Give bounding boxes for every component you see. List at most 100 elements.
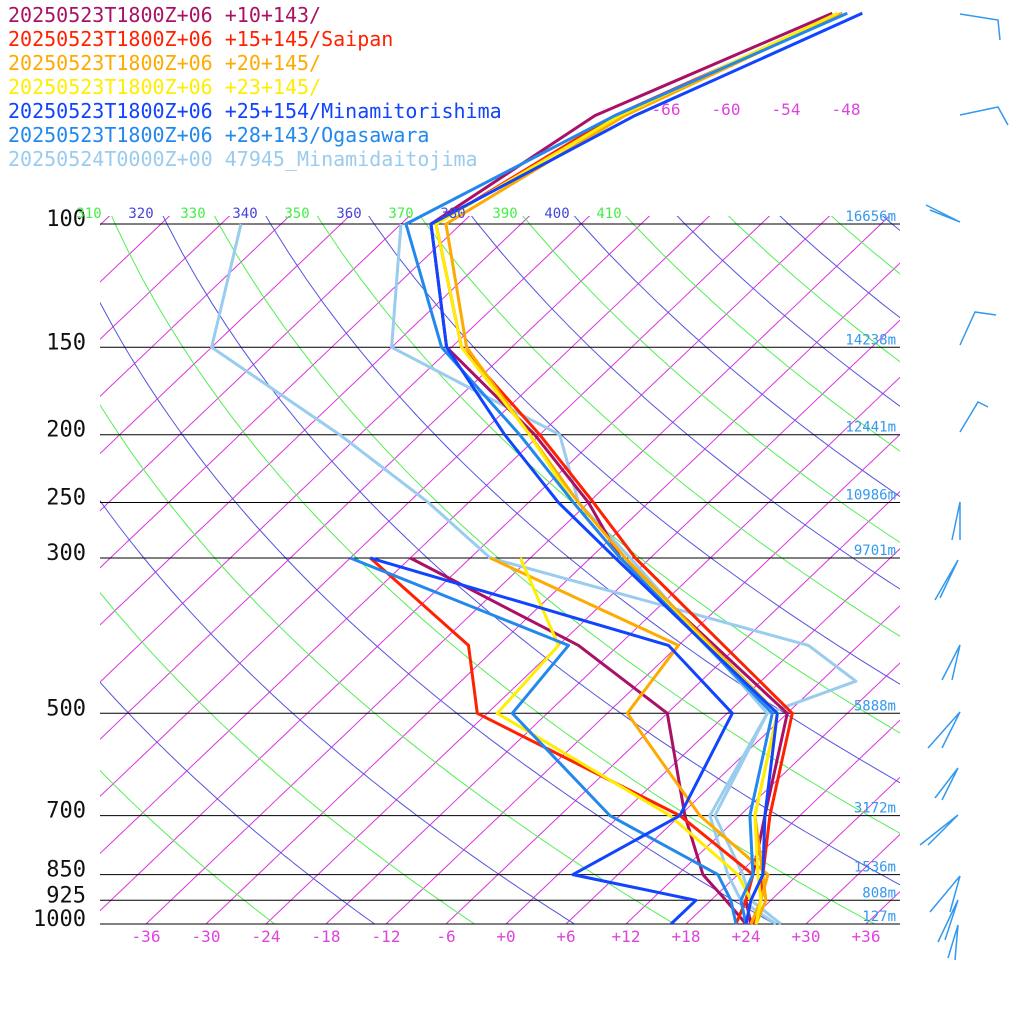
isotherm-line <box>100 216 651 740</box>
theta-label: 380 <box>440 206 465 222</box>
pressure-label: 850 <box>46 858 86 883</box>
height-label: 127m <box>862 909 896 925</box>
pressure-label: 100 <box>46 207 86 232</box>
theta-label: 350 <box>284 206 309 222</box>
dry-adiabat-line <box>625 216 900 452</box>
legend-entry: 20250523T1800Z+06 +25+154/Minamitorishim… <box>8 99 502 123</box>
isotherm-label: -60 <box>712 100 741 119</box>
pressure-label: 700 <box>46 799 86 824</box>
dry-adiabat-line <box>213 216 900 834</box>
wind-barb <box>959 401 989 433</box>
dry-adiabat-line <box>100 591 475 924</box>
wind-barb <box>951 501 961 541</box>
dry-adiabat-line <box>100 403 675 924</box>
wind-barb <box>941 644 961 681</box>
theta-label: 390 <box>492 206 517 222</box>
isotherm-line <box>205 262 900 924</box>
legend-entry: 20250523T1800Z+06 +10+143/ <box>8 3 321 27</box>
dry-adiabat-line <box>470 216 900 590</box>
theta-label: 400 <box>544 206 569 222</box>
temperature-line <box>404 11 848 925</box>
wind-barb <box>947 924 959 961</box>
isotherm-line <box>100 216 771 855</box>
isotherm-line <box>625 662 900 924</box>
wind-barb <box>929 875 961 913</box>
dry-adiabat-line <box>962 156 1024 924</box>
x-tick-label: -6 <box>436 927 455 946</box>
dewpoint-line <box>349 556 738 925</box>
isotherm-line <box>100 216 411 512</box>
pressure-label: 1000 <box>33 907 86 932</box>
dry-adiabat-line <box>100 769 275 924</box>
axis-labels: 100 16656m 150 14238m 200 12441m 250 10986m 300 9… <box>33 100 896 946</box>
dry-adiabat-line <box>1011 156 1024 924</box>
dry-adiabat-line <box>573 216 900 498</box>
x-tick-label: +12 <box>612 927 641 946</box>
isotherm-line <box>745 776 900 924</box>
wind-barbs <box>919 13 1009 961</box>
wind-barb <box>959 311 997 346</box>
legend-entry: 20250523T1800Z+06 +20+145/ <box>8 51 321 75</box>
dry-adiabat-line <box>100 301 775 924</box>
dry-adiabat-line <box>913 156 1024 924</box>
height-label: 3172m <box>854 801 896 817</box>
isotherm-label: -54 <box>772 100 801 119</box>
wind-barb <box>927 711 961 749</box>
theta-label: 320 <box>128 206 153 222</box>
isotherm-line <box>145 216 891 924</box>
x-tick-label: +30 <box>792 927 821 946</box>
temperature-line <box>444 11 843 925</box>
theta-label: 360 <box>336 206 361 222</box>
isotherm-line <box>100 216 591 683</box>
temperature-line <box>429 11 863 925</box>
x-tick-label: +18 <box>672 927 701 946</box>
x-tick-label: +6 <box>556 927 575 946</box>
legend-entry: 20250523T1800Z+06 +28+143/Ogasawara <box>8 123 429 147</box>
isotherm-line <box>986 192 1024 924</box>
isotherm-line <box>505 548 900 924</box>
isotherm-line <box>926 192 1024 924</box>
x-tick-label: -12 <box>372 927 401 946</box>
dry-adiabat-line <box>727 216 900 363</box>
x-tick-label: -36 <box>132 927 161 946</box>
dry-adiabat-line <box>100 499 575 924</box>
wind-barb <box>959 13 1001 41</box>
isotherm-label: -66 <box>652 100 681 119</box>
pressure-lines <box>100 223 900 925</box>
pressure-label: 300 <box>46 541 86 566</box>
dewpoint-line <box>210 223 858 926</box>
isotherm-label: -48 <box>832 100 861 119</box>
theta-label: 330 <box>180 206 205 222</box>
theta-label: 340 <box>232 206 257 222</box>
pressure-label: 500 <box>46 696 86 721</box>
legend: 20250523T1800Z+06 +10+143/20250523T1800Z… <box>8 3 502 171</box>
wind-barb <box>934 559 959 601</box>
x-tick-label: +36 <box>852 927 881 946</box>
dry-adiabat-line <box>111 216 875 924</box>
temperature-line <box>434 11 843 925</box>
isotherm-line <box>325 376 900 924</box>
legend-entry: 20250524T0000Z+00 47945_Minamidaitojima <box>8 147 478 171</box>
series-5 <box>349 11 848 925</box>
isotherm-line <box>265 319 900 924</box>
height-label: 14238m <box>845 332 896 348</box>
height-label: 10986m <box>845 488 896 504</box>
x-tick-label: -18 <box>312 927 341 946</box>
series-6 <box>210 223 858 926</box>
dewpoint-line <box>409 556 748 925</box>
pressure-label: 200 <box>46 418 86 443</box>
x-tick-label: +24 <box>732 927 761 946</box>
x-tick-label: +0 <box>496 927 515 946</box>
isotherm-line <box>100 216 711 798</box>
dry-adiabat-line <box>522 216 900 544</box>
temperature-line <box>390 223 782 926</box>
dewpoint-line <box>369 556 734 926</box>
temperature-line <box>429 11 833 925</box>
isotherm-line <box>100 216 471 569</box>
pressure-label: 250 <box>46 486 86 511</box>
height-label: 12441m <box>845 420 896 436</box>
isotherm-line <box>565 605 900 924</box>
legend-entry: 20250523T1800Z+06 +15+145/Saipan <box>8 27 393 51</box>
isotherm-line <box>385 433 900 924</box>
